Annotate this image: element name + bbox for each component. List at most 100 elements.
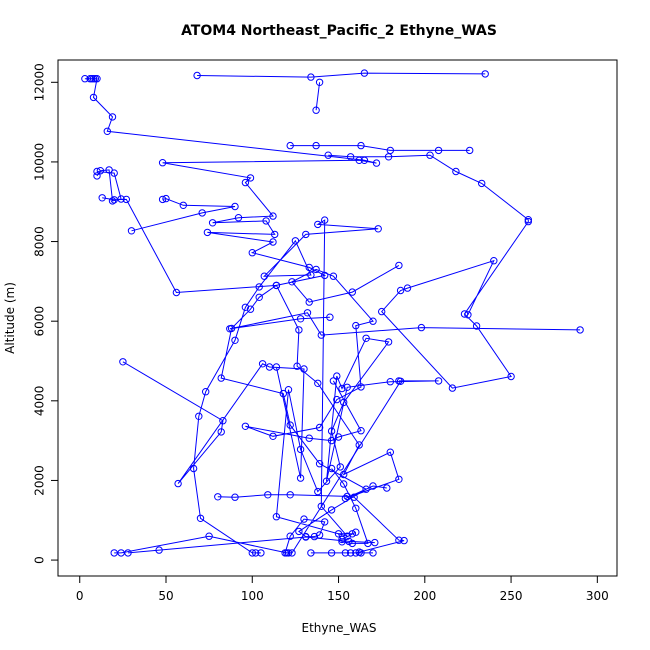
data-point: [322, 477, 331, 485]
data-point: [357, 427, 365, 435]
y-tick-label: 10000: [33, 143, 47, 181]
data-point: [193, 71, 201, 80]
data-point: [231, 493, 239, 501]
data-point: [362, 485, 370, 493]
data-point: [286, 532, 294, 540]
data-point: [352, 504, 360, 512]
data-point: [472, 322, 481, 330]
data-point: [340, 470, 348, 479]
data-point: [271, 230, 279, 239]
series-segment: [245, 264, 400, 442]
data-point: [326, 313, 334, 321]
data-point: [369, 482, 377, 490]
series-segment: [102, 197, 400, 499]
x-tick-label: 100: [241, 589, 264, 603]
data-point: [334, 530, 343, 538]
data-point: [317, 331, 325, 339]
data-point: [255, 293, 263, 301]
data-point: [395, 261, 403, 270]
data-point: [162, 194, 170, 203]
data-point: [303, 309, 312, 317]
data-point: [346, 153, 355, 161]
data-point: [327, 436, 336, 445]
data-point: [93, 167, 101, 176]
data-point: [241, 303, 250, 311]
data-point: [362, 334, 370, 342]
data-point: [327, 427, 336, 435]
data-point: [369, 549, 377, 557]
data-point: [122, 195, 131, 204]
data-point: [360, 69, 369, 77]
data-point: [172, 288, 181, 297]
x-axis: 0 50 100 150 200 250 300: [76, 575, 609, 603]
data-point: [329, 377, 338, 385]
data-point: [314, 220, 322, 229]
data-point: [89, 93, 98, 102]
data-point: [174, 479, 182, 488]
data-point: [464, 311, 472, 319]
series-segment: [290, 145, 470, 151]
data-point: [214, 493, 222, 501]
data-point: [384, 338, 393, 346]
y-axis: 0 2000 4000 6000 8000 10000 12000: [33, 63, 58, 564]
data-point: [98, 194, 106, 202]
chart-title: ATOM4 Northeast_Pacific_2 Ethyne_WAS: [181, 23, 497, 39]
data-point: [348, 530, 356, 538]
x-tick-label: 200: [413, 589, 436, 603]
data-point: [117, 549, 125, 557]
data-point: [295, 326, 303, 334]
data-point: [231, 336, 239, 344]
series-layer: [81, 69, 584, 557]
data-point: [324, 151, 332, 159]
data-point: [352, 321, 360, 330]
data-point: [352, 549, 360, 557]
data-point: [315, 460, 324, 468]
data-point: [226, 325, 234, 333]
data-point: [315, 423, 324, 432]
data-point: [357, 141, 365, 150]
x-tick-label: 50: [158, 589, 173, 603]
data-point: [374, 225, 382, 233]
data-point: [338, 538, 346, 546]
data-point: [103, 127, 112, 136]
data-point: [241, 422, 250, 430]
data-point: [217, 374, 225, 382]
data-point: [372, 159, 381, 167]
y-tick-label: 4000: [33, 386, 47, 417]
data-point: [234, 214, 243, 222]
data-point: [357, 383, 365, 391]
data-point: [305, 263, 313, 272]
data-point: [293, 362, 301, 370]
data-point: [338, 535, 346, 544]
x-axis-label: Ethyne_WAS: [301, 621, 376, 635]
series-line: [84, 78, 439, 554]
data-point: [434, 146, 443, 155]
data-point: [291, 237, 300, 245]
data-point: [395, 377, 403, 385]
data-point: [179, 201, 188, 210]
data-point: [307, 549, 315, 557]
data-point: [524, 216, 532, 224]
data-point: [507, 372, 515, 381]
data-point: [334, 433, 343, 441]
data-point: [208, 219, 217, 227]
x-tick-label: 0: [76, 589, 84, 603]
y-tick-label: 8000: [33, 226, 47, 257]
data-point: [269, 432, 277, 440]
data-point: [108, 113, 117, 121]
data-point: [155, 546, 163, 554]
data-point: [386, 378, 394, 386]
data-point: [341, 549, 350, 557]
data-point: [312, 106, 320, 114]
data-point: [314, 379, 322, 387]
data-point: [258, 360, 267, 368]
data-point: [341, 494, 350, 503]
data-point: [340, 480, 348, 488]
data-point: [383, 484, 391, 492]
data-point: [434, 377, 443, 385]
series-segment: [315, 82, 321, 111]
data-point: [300, 365, 308, 373]
data-point: [352, 528, 360, 536]
data-point: [478, 179, 486, 188]
